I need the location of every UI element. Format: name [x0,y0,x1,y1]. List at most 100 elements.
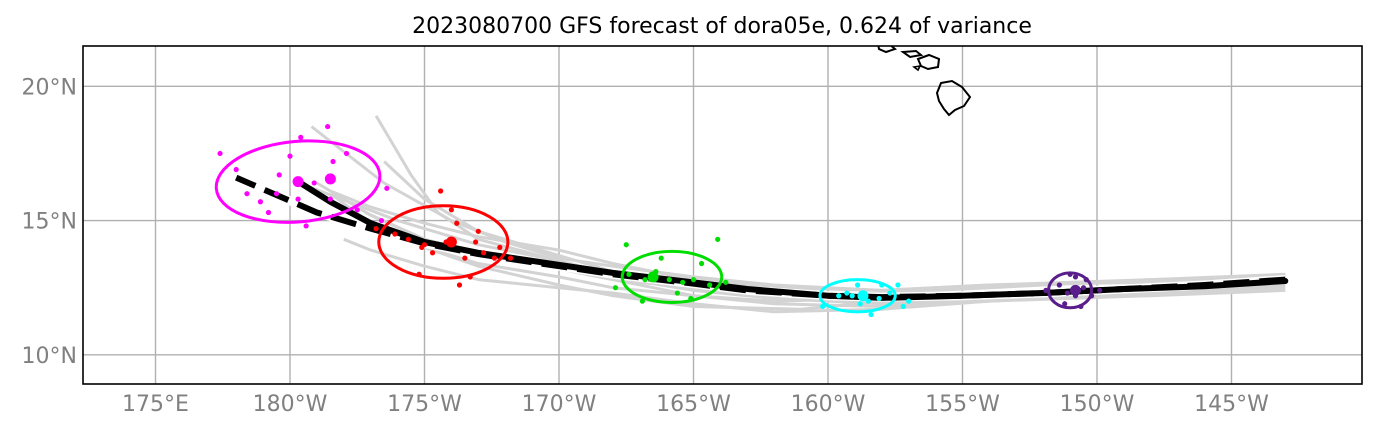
member-point [507,255,514,261]
x-tick-label: 170°W [522,392,597,417]
member-point [820,303,826,310]
x-tick-label: 180°W [253,392,328,417]
member-point [265,209,272,216]
member-point [900,303,906,310]
member-point [287,153,293,159]
member-point [448,207,454,213]
member-point [849,293,855,299]
member-point [276,172,282,178]
cluster-mean-point [857,290,869,302]
member-point [325,123,331,130]
member-point [895,282,901,288]
member-point [303,223,309,229]
member-point [639,298,645,304]
member-point [1064,290,1071,296]
y-tick-label: 20°N [22,75,77,100]
x-tick-label: 160°W [791,392,866,417]
member-point [1080,285,1087,291]
x-tick-label: 165°W [656,392,731,417]
member-point [378,217,385,224]
member-point [462,255,468,261]
chart-title: 2023080700 GFS forecast of dora05e, 0.62… [412,14,1032,39]
member-point [658,255,664,261]
member-point [1062,301,1068,307]
member-point [854,282,861,288]
member-point [715,236,721,242]
member-point [244,191,250,197]
member-point [707,282,713,288]
kahoolawe-shape [912,64,922,72]
cluster-mean-point [647,271,659,283]
member-point [690,277,697,283]
big-island-shape [935,79,972,117]
y-tick-label: 10°N [22,344,77,369]
member-point [497,244,503,250]
member-point [419,244,425,250]
member-point [373,226,379,232]
member-point [868,311,874,318]
member-point [865,298,871,304]
cluster-ellipse [620,249,724,304]
y-tick-label: 15°N [22,210,77,235]
member-point [1097,287,1103,293]
member-point [906,298,912,304]
x-tick-label: 150°W [1060,392,1135,417]
cluster-ellipses [214,139,1094,314]
member-point [612,285,619,291]
oahu-shape [877,46,898,54]
x-tick-label: 175°W [387,392,462,417]
cluster-ellipse [377,204,510,280]
gridlines [83,46,1362,384]
cluster-mean-point [1069,284,1081,296]
member-point [311,180,317,186]
member-point [698,260,705,267]
member-point [384,185,390,191]
member-point [273,191,280,197]
member-point [723,279,729,285]
member-point [666,277,672,283]
member-point [354,207,360,213]
member-point [233,166,239,173]
cluster-mean-point [292,176,304,188]
member-point [327,196,333,202]
cluster-ellipse [214,139,382,224]
member-point [456,282,463,288]
member-point [343,150,350,157]
member-point [454,220,460,226]
member-point [438,188,444,194]
member-point [473,239,479,245]
member-point [475,228,481,234]
member-point [295,196,301,202]
x-tick-label: 145°W [1194,392,1269,417]
x-tick-label: 175°E [122,392,189,417]
ensemble-tracks [305,115,1286,314]
member-point [491,255,498,261]
hawaii-coastline [877,46,972,117]
member-point [1056,282,1062,288]
ensemble-track-line [310,125,1286,292]
member-point [857,301,863,307]
member-point [623,242,629,248]
cluster-ellipse [1047,271,1094,310]
member-point [330,158,336,165]
molokai-shape [900,49,924,59]
member-point [836,293,842,299]
member-point [887,290,893,296]
cluster-mean-point [445,236,457,248]
member-point [642,277,648,283]
member-point [674,290,680,296]
plot-frame [82,45,1363,385]
member-point [876,295,882,302]
cluster-mean-point [324,173,336,185]
member-point [626,271,632,277]
cluster-ellipse [818,278,897,314]
member-point [1072,274,1079,280]
cluster-points [217,123,1103,318]
x-tick-label: 155°W [925,392,1000,417]
member-point [429,250,436,256]
member-point [481,250,487,256]
axis-ticks: 175°E 180°W 175°W 170°W 165°W 160°W 155°W 150°W… [22,75,1270,417]
member-point [392,231,398,237]
ensemble-track-line [343,237,1286,314]
